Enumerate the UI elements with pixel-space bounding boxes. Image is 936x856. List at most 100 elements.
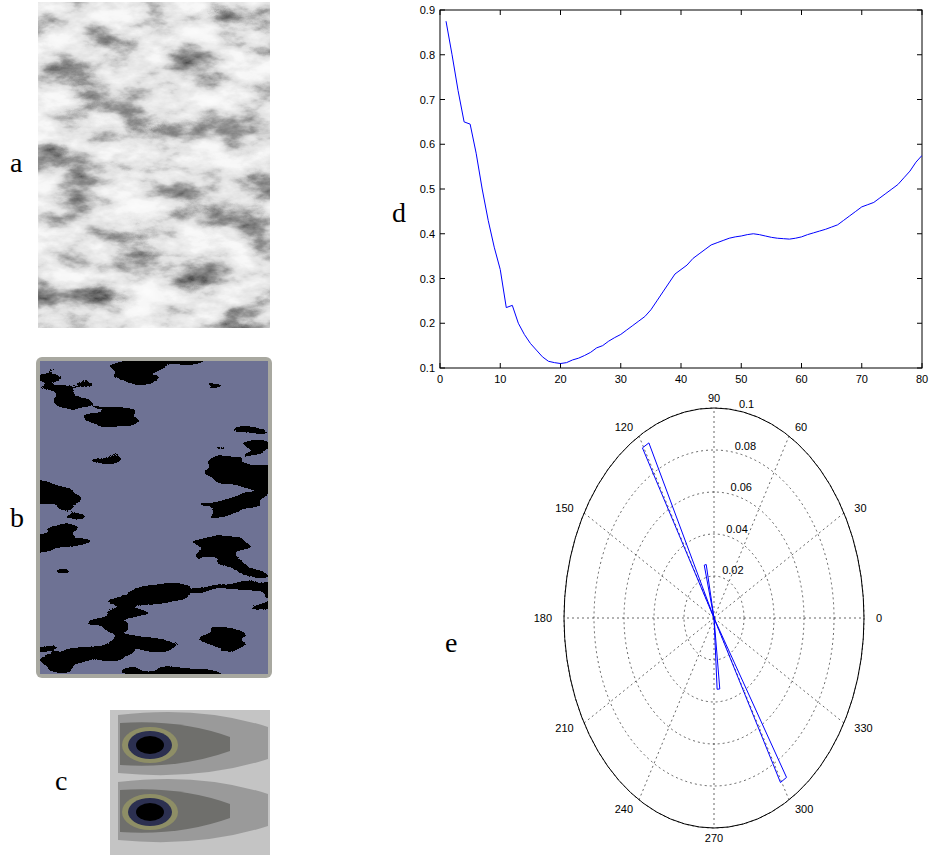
y-tick-label: 0.5 <box>420 183 435 195</box>
y-tick-label: 0.3 <box>420 273 435 285</box>
y-tick <box>917 278 922 279</box>
x-tick <box>741 10 742 15</box>
angle-tick-label: 240 <box>615 803 633 815</box>
y-tick <box>440 10 445 11</box>
angle-grid <box>714 618 844 723</box>
x-tick-label: 80 <box>916 373 928 385</box>
x-tick <box>440 363 441 368</box>
y-tick <box>440 233 445 234</box>
x-tick-label: 60 <box>795 373 807 385</box>
x-tick-label: 50 <box>735 373 747 385</box>
x-tick <box>922 363 923 368</box>
texture-image <box>38 2 270 328</box>
feature-band <box>120 722 230 765</box>
angle-tick-label: 90 <box>708 392 720 404</box>
x-tick <box>620 10 621 15</box>
x-tick <box>500 363 501 368</box>
y-tick <box>917 368 922 369</box>
segment-border <box>36 357 272 678</box>
x-tick-label: 30 <box>615 373 627 385</box>
y-tick <box>440 323 445 324</box>
y-tick <box>917 323 922 324</box>
radial-tick-label: 0.08 <box>735 440 756 452</box>
angle-tick-label: 150 <box>555 502 573 514</box>
x-tick-label: 10 <box>494 373 506 385</box>
x-tick <box>861 363 862 368</box>
radial-tick-label: 0.06 <box>731 481 752 493</box>
y-tick <box>917 189 922 190</box>
segmentation-map <box>40 361 268 674</box>
radial-grid <box>564 408 864 828</box>
y-tick <box>917 10 922 11</box>
angle-tick-label: 330 <box>854 722 872 734</box>
feature-band <box>118 779 268 842</box>
angle-tick-label: 60 <box>795 421 807 433</box>
angle-tick-label: 210 <box>555 722 573 734</box>
feature-map-ground <box>110 710 270 855</box>
y-tick <box>917 233 922 234</box>
feature-band <box>120 789 230 832</box>
plot-area <box>446 21 922 363</box>
radial-tick-label: 0.02 <box>722 564 743 576</box>
angle-grid <box>714 408 715 618</box>
data-line <box>446 21 922 363</box>
y-tick <box>917 99 922 100</box>
feature-core <box>136 736 164 754</box>
angle-grid <box>714 618 864 619</box>
y-tick-label: 0.7 <box>420 94 435 106</box>
x-tick-label: 40 <box>675 373 687 385</box>
polar-frame <box>564 408 864 828</box>
radial-grid <box>594 450 834 786</box>
x-tick-label: 0 <box>437 373 443 385</box>
rose-wedge <box>714 618 787 783</box>
plot-frame <box>440 10 922 368</box>
x-tick <box>500 10 501 15</box>
feature-core <box>136 803 164 821</box>
feature-ring <box>122 794 178 830</box>
feature-band <box>118 712 268 775</box>
rose-wedge <box>642 443 714 618</box>
angle-tick-label: 120 <box>615 421 633 433</box>
x-tick-label: 70 <box>856 373 868 385</box>
angle-tick-label: 270 <box>705 832 723 844</box>
y-tick <box>917 144 922 145</box>
y-tick-label: 0.6 <box>420 138 435 150</box>
line-chart: 010203040506070800.10.20.30.40.50.60.70.… <box>420 4 928 385</box>
y-tick <box>440 278 445 279</box>
x-tick <box>861 10 862 15</box>
x-tick <box>922 10 923 15</box>
angle-tick-label: 180 <box>534 612 552 624</box>
angle-tick-label: 0 <box>876 612 882 624</box>
panel-letter: c <box>55 765 67 796</box>
angle-grid <box>714 618 789 800</box>
rose-wedge <box>704 565 714 619</box>
panel-letter: a <box>10 147 23 178</box>
angle-tick-label: 30 <box>854 502 866 514</box>
polar-chart: 0.02 0.04 0.06 0.08 0.1 0 30 60 90 120 150 180 210 24… <box>534 392 882 844</box>
x-tick <box>801 10 802 15</box>
x-tick <box>620 363 621 368</box>
radial-tick-label: 0.04 <box>726 523 747 535</box>
y-tick <box>440 54 445 55</box>
y-tick <box>440 189 445 190</box>
x-tick <box>801 363 802 368</box>
y-tick <box>917 54 922 55</box>
y-tick <box>440 99 445 100</box>
x-tick <box>560 10 561 15</box>
figure: abc010203040506070800.10.20.30.40.50.60.… <box>0 0 936 856</box>
panel-letter: d <box>392 197 406 228</box>
wedges <box>642 443 786 783</box>
x-tick <box>440 10 441 15</box>
y-tick <box>440 144 445 145</box>
feature-ring <box>128 731 172 759</box>
angle-grid <box>714 618 715 828</box>
angle-grid <box>714 436 789 618</box>
y-tick-label: 0.4 <box>420 228 435 240</box>
feature-map <box>110 710 270 855</box>
y-tick-label: 0.2 <box>420 317 435 329</box>
x-tick <box>681 363 682 368</box>
radial-tick-label: 0.1 <box>739 398 754 410</box>
feature-ring <box>128 798 172 826</box>
angle-tick-label: 300 <box>795 803 813 815</box>
x-tick <box>681 10 682 15</box>
